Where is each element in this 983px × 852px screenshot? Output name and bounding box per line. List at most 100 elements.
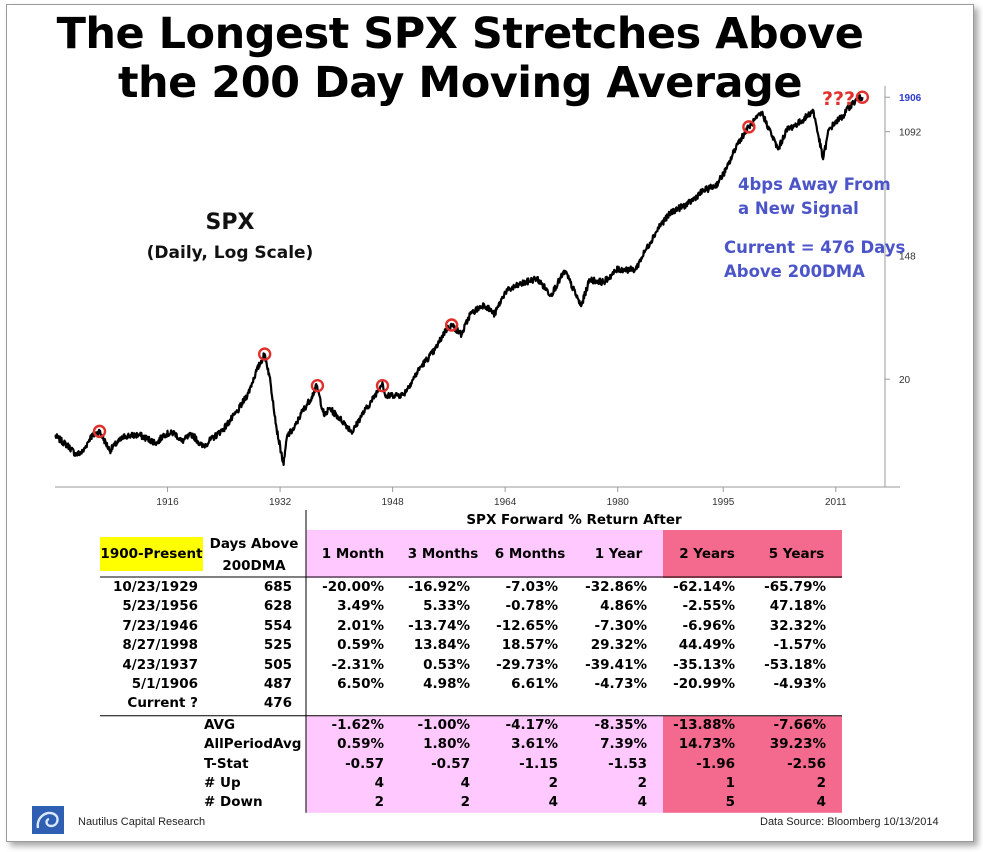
column-header: 6 Months [494, 546, 566, 562]
row-value: 44.49% [678, 637, 735, 654]
row-date: 4/23/1937 [122, 656, 198, 673]
row-value: 5.33% [423, 598, 470, 615]
row-days: 628 [263, 598, 292, 615]
row-value: -12.65% [496, 617, 558, 634]
table-backgrounds [100, 530, 842, 813]
row-value: 3.49% [337, 598, 384, 615]
days-label: 200DMA [222, 558, 286, 574]
y-tick-label: 1906 [899, 93, 922, 104]
y-tick-label: 20 [899, 375, 911, 386]
table-rules [100, 510, 842, 813]
stat-value: -8.35% [594, 716, 647, 733]
row-value: -6.96% [682, 617, 735, 634]
row-value: -16.92% [408, 579, 470, 595]
stat-value: -1.53 [608, 755, 647, 772]
row-value: 0.59% [337, 637, 384, 654]
stat-value: -7.66% [773, 716, 826, 733]
signal-note-line-2: a New Signal [738, 199, 859, 218]
row-days: 505 [263, 656, 292, 673]
row-value: -4.73% [594, 676, 647, 692]
period-label: 1900-Present [100, 546, 203, 562]
period-label-bg [100, 537, 203, 571]
stat-value: 4 [637, 794, 647, 811]
x-tick-label: 2011 [825, 497, 847, 508]
stats-bg-pink [306, 715, 663, 813]
y-tick-label: 148 [899, 251, 916, 262]
row-value: -39.41% [585, 656, 647, 673]
footer-source-firm: Nautilus Capital Research [78, 816, 206, 828]
spx-series [54, 94, 864, 466]
signal-marker [257, 347, 272, 361]
row-days: 476 [263, 695, 292, 712]
stat-value: 4 [374, 775, 384, 791]
row-value: -20.99% [673, 676, 735, 692]
stat-label: AllPeriodAvg [204, 736, 302, 753]
signal-note: 4bps Away From a New Signal [738, 173, 891, 221]
signal-note-line-1: 4bps Away From [738, 175, 891, 194]
tick-labels: 1916 1932 1948 1964 1980 1995 2011 20 148 1092 190… [156, 93, 921, 508]
row-value: -65.79% [764, 579, 826, 595]
stat-value: 3.61% [511, 736, 558, 753]
row-value: -7.30% [594, 617, 647, 634]
row-value: -35.13% [673, 656, 735, 673]
stat-label: T-Stat [204, 755, 249, 772]
row-value: -1.57% [773, 637, 826, 654]
row-value: -62.14% [673, 579, 735, 595]
row-value: 4.98% [423, 676, 470, 692]
stat-value: 4 [460, 775, 470, 791]
row-date: Current ? [127, 695, 198, 712]
signal-marker [310, 378, 325, 393]
row-days: 487 [263, 676, 292, 692]
signal-marker [742, 120, 756, 134]
chart-axes [55, 86, 900, 492]
stat-label: # Down [204, 794, 263, 811]
stat-value: 2 [548, 775, 558, 791]
stat-label: AVG [204, 716, 236, 733]
spx-line [54, 94, 864, 466]
row-value: -4.93% [773, 676, 826, 692]
stat-value: 7.39% [600, 736, 647, 753]
row-date: 10/23/1929 [112, 579, 198, 595]
row-value: 6.61% [511, 676, 558, 692]
stat-value: -1.15 [519, 755, 558, 772]
row-value: 4.86% [600, 598, 647, 615]
row-value: -2.55% [682, 598, 735, 615]
stat-value: -1.00% [417, 716, 470, 733]
title-line-2: the 200 Day Moving Average [118, 58, 803, 108]
row-value: 18.57% [501, 637, 558, 654]
row-days: 554 [263, 617, 292, 634]
row-value: 47.18% [769, 598, 826, 615]
stat-value: 2 [637, 775, 647, 791]
stat-value: 39.23% [769, 736, 826, 753]
stat-value: -13.88% [673, 716, 735, 733]
stat-value: 5 [725, 794, 735, 811]
x-tick-label: 1932 [269, 497, 292, 508]
stat-value: -4.17% [505, 716, 558, 733]
spx-label-subtitle: (Daily, Log Scale) [146, 243, 314, 263]
signal-marker [92, 424, 107, 439]
nautilus-logo-icon [32, 806, 64, 834]
y-tick-label: 1092 [899, 128, 922, 139]
row-date: 7/23/1946 [122, 617, 198, 634]
stats-bg-red [663, 715, 842, 813]
row-value: -20.00% [322, 579, 384, 595]
row-value: 0.53% [423, 656, 470, 673]
x-tick-label: 1964 [494, 497, 517, 508]
column-header: 3 Months [407, 546, 479, 562]
footer-data-source: Data Source: Bloomberg 10/13/2014 [760, 816, 939, 828]
row-date: 8/27/1998 [122, 637, 198, 654]
stat-value: 1.80% [423, 736, 470, 753]
stat-value: -1.62% [331, 716, 384, 733]
header-bg-red [663, 530, 842, 578]
x-tick-label: 1980 [607, 497, 630, 508]
row-days: 685 [263, 579, 292, 595]
stat-value: 4 [548, 794, 558, 811]
row-value: -29.73% [496, 656, 558, 673]
row-date: 5/1/1906 [131, 676, 198, 692]
signal-marker [855, 90, 870, 104]
row-value: -13.74% [408, 617, 470, 634]
stat-value: -2.56 [787, 755, 826, 772]
row-value: 13.84% [413, 637, 470, 654]
stat-value: -0.57 [345, 755, 384, 772]
